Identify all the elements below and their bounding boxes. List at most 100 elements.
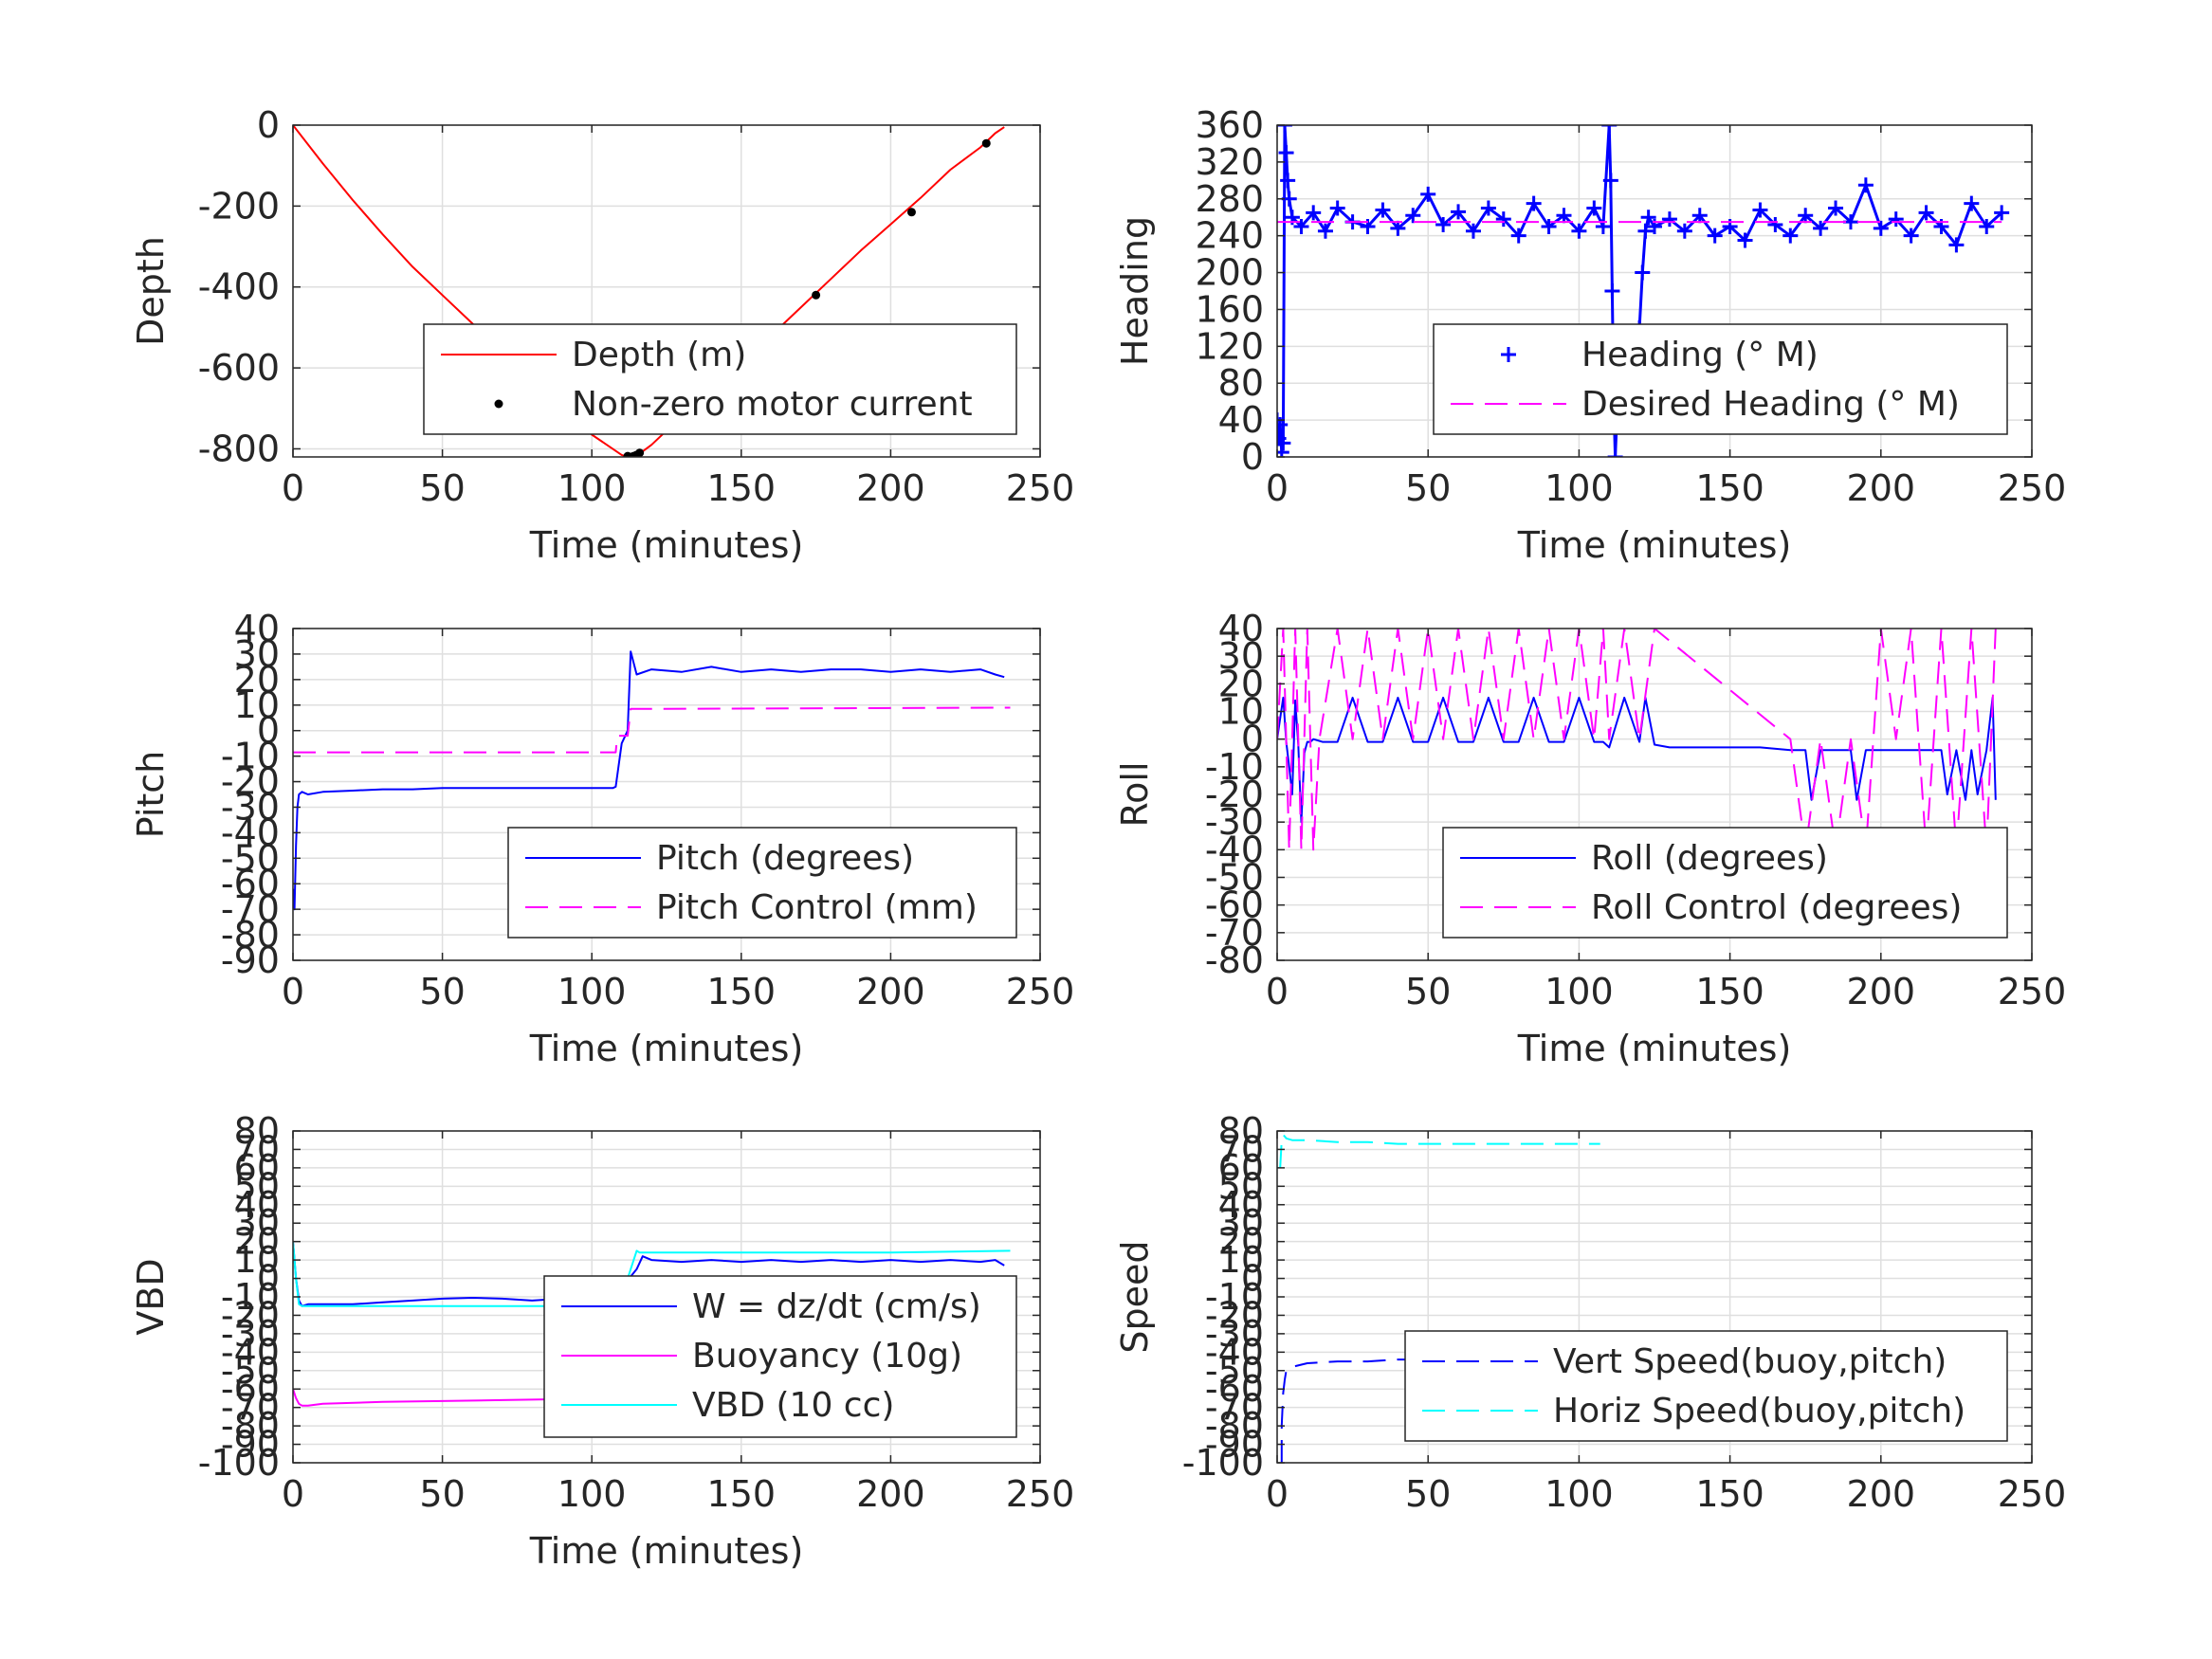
y-tick-label: -40 <box>1205 829 1264 870</box>
y-tick-label: -10 <box>221 736 280 777</box>
chart-panel-4: 0 50 100 150 200 250-80-70-60-50-40-30-20-100… <box>1114 608 2066 1069</box>
y-tick-label: -10 <box>221 1276 280 1318</box>
data-point <box>1405 208 1421 224</box>
legend-label: Roll (degrees) <box>1591 839 1828 878</box>
x-tick-label: 250 <box>1998 971 2067 1012</box>
y-tick-label: -30 <box>221 1313 280 1355</box>
x-tick-label: 150 <box>707 971 777 1012</box>
data-point <box>1541 218 1557 234</box>
y-tick-label: 0 <box>1241 436 1264 478</box>
x-tick-label: 100 <box>1545 1473 1614 1515</box>
legend-label: Roll Control (degrees) <box>1591 888 1962 927</box>
x-axis-label: Time (minutes) <box>529 1028 804 1069</box>
y-tick-label: -100 <box>198 1442 280 1484</box>
y-tick-label: 10 <box>234 684 280 726</box>
data-point <box>1277 445 1289 457</box>
data-point <box>906 208 916 217</box>
legend-box <box>1433 323 2008 435</box>
y-tick-label: -20 <box>1205 1294 1264 1336</box>
x-tick-label: 250 <box>1998 467 2067 509</box>
data-point <box>1602 173 1618 189</box>
legend-label: Horiz Speed(buoy,pitch) <box>1553 1392 1965 1431</box>
data-point <box>1737 232 1753 248</box>
y-tick-label: -40 <box>221 811 280 853</box>
legend-label: Pitch (degrees) <box>656 839 914 878</box>
y-tick-label: -100 <box>1182 1442 1264 1484</box>
y-tick-label: -10 <box>1205 1276 1264 1318</box>
data-point <box>1556 208 1572 224</box>
legend: Depth (m) Non-zero motor current <box>423 323 1017 435</box>
axes-box <box>292 628 1041 961</box>
legend-swatch <box>1501 347 1516 362</box>
y-axis-label: Pitch <box>130 751 172 839</box>
y-tick-label: 80 <box>234 1110 280 1152</box>
legend-label: Pitch Control (mm) <box>656 888 978 927</box>
x-axis-label: Time (minutes) <box>529 1530 804 1572</box>
data-point <box>1293 218 1309 234</box>
data-point <box>1964 195 1980 211</box>
data-point <box>1691 208 1708 224</box>
legend: Vert Speed(buoy,pitch) Horiz Speed(buoy,p… <box>1404 1330 2008 1442</box>
legend-swatch <box>494 399 503 409</box>
x-tick-label: 200 <box>856 971 925 1012</box>
x-tick-label: 200 <box>1847 971 1916 1012</box>
x-tick-label: 250 <box>1006 1473 1075 1515</box>
data-point <box>1510 228 1526 244</box>
data-point <box>1888 211 1904 228</box>
y-tick-label: -60 <box>221 863 280 904</box>
series-line-2 <box>1277 629 1997 851</box>
y-tick-label: -70 <box>221 888 280 930</box>
y-tick-label: 60 <box>234 1147 280 1189</box>
legend-label: Heading (° M) <box>1581 336 1819 374</box>
x-tick-label: 100 <box>558 1473 627 1515</box>
y-tick-label: -30 <box>221 786 280 828</box>
y-tick-label: 20 <box>234 1221 280 1263</box>
data-point <box>1329 200 1345 216</box>
data-point <box>1661 211 1677 228</box>
data-point <box>812 290 821 300</box>
data-point <box>1782 228 1799 244</box>
y-tick-label: -800 <box>198 428 280 469</box>
data-point <box>635 448 645 457</box>
legend: W = dz/dt (cm/s) Buoyancy (10g) VBD (10 cc… <box>543 1275 1017 1438</box>
y-tick-label: 40 <box>1218 608 1264 649</box>
data-point <box>1918 205 1934 221</box>
series-line-2 <box>1279 1133 1600 1168</box>
y-tick-label: -70 <box>1205 912 1264 954</box>
legend-box <box>1404 1330 2008 1442</box>
legend-label: W = dz/dt (cm/s) <box>692 1287 981 1326</box>
legend-label: Depth (m) <box>572 336 746 374</box>
x-tick-label: 100 <box>558 971 627 1012</box>
y-tick-label: 20 <box>1218 1221 1264 1263</box>
x-tick-label: 150 <box>707 467 777 509</box>
y-tick-label: 40 <box>1218 399 1264 441</box>
legend-label: Desired Heading (° M) <box>1581 385 1960 424</box>
x-tick-label: 50 <box>419 1473 465 1515</box>
y-tick-label: 50 <box>1218 1165 1264 1207</box>
data-point <box>1707 228 1723 244</box>
x-tick-label: 0 <box>282 1473 304 1515</box>
data-point <box>1390 220 1406 236</box>
y-tick-label: -30 <box>1205 801 1264 843</box>
y-tick-label: 280 <box>1195 178 1264 220</box>
chart-panel-6: 0 50 100 150 200 250-100-90-80-70-60-50-40-30… <box>1114 1110 2066 1515</box>
data-point <box>1420 186 1436 202</box>
x-tick-label: 0 <box>1266 971 1289 1012</box>
data-point <box>1752 202 1768 218</box>
data-point <box>1317 223 1333 239</box>
x-tick-label: 200 <box>1847 467 1916 509</box>
data-point <box>1277 435 1291 451</box>
x-tick-label: 200 <box>856 1473 925 1515</box>
x-tick-label: 50 <box>1405 467 1451 509</box>
x-tick-label: 50 <box>419 971 465 1012</box>
series-line-1 <box>1280 1357 1600 1463</box>
x-tick-label: 50 <box>1405 1473 1451 1515</box>
data-point <box>1903 228 1919 244</box>
x-tick-label: 150 <box>1695 971 1764 1012</box>
y-tick-label: 50 <box>234 1165 280 1207</box>
y-tick-label: -30 <box>1205 1313 1264 1355</box>
data-point <box>1604 283 1620 299</box>
x-tick-label: 0 <box>282 467 304 509</box>
legend: Heading (° M) Desired Heading (° M) <box>1433 323 2008 435</box>
axes-box <box>292 124 1041 458</box>
